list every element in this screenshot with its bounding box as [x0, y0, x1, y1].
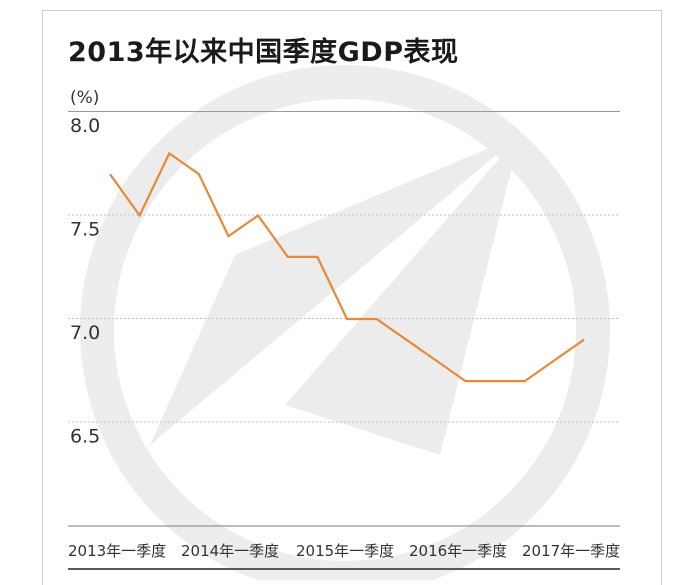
- bottom-rule: [68, 568, 620, 570]
- y-tick-label: 8.0: [70, 115, 100, 137]
- x-tick-label: 2013年一季度: [68, 542, 166, 560]
- gdp-series-line: [109, 151, 585, 383]
- chart-title: 2013年以来中国季度GDP表现: [68, 37, 459, 68]
- x-tick-label: 2014年一季度: [181, 542, 279, 560]
- x-tick-label: 2017年一季度: [522, 542, 620, 560]
- y-tick-label: 7.5: [70, 219, 100, 241]
- y-tick-label: 7.0: [70, 322, 100, 344]
- y-tick-label: 6.5: [70, 426, 100, 448]
- x-tick-label: 2016年一季度: [409, 542, 507, 560]
- x-tick-label: 2015年一季度: [296, 542, 394, 560]
- chart-frame: [42, 10, 662, 585]
- y-unit-label: (%): [70, 88, 99, 108]
- watermark-logo: [80, 65, 610, 580]
